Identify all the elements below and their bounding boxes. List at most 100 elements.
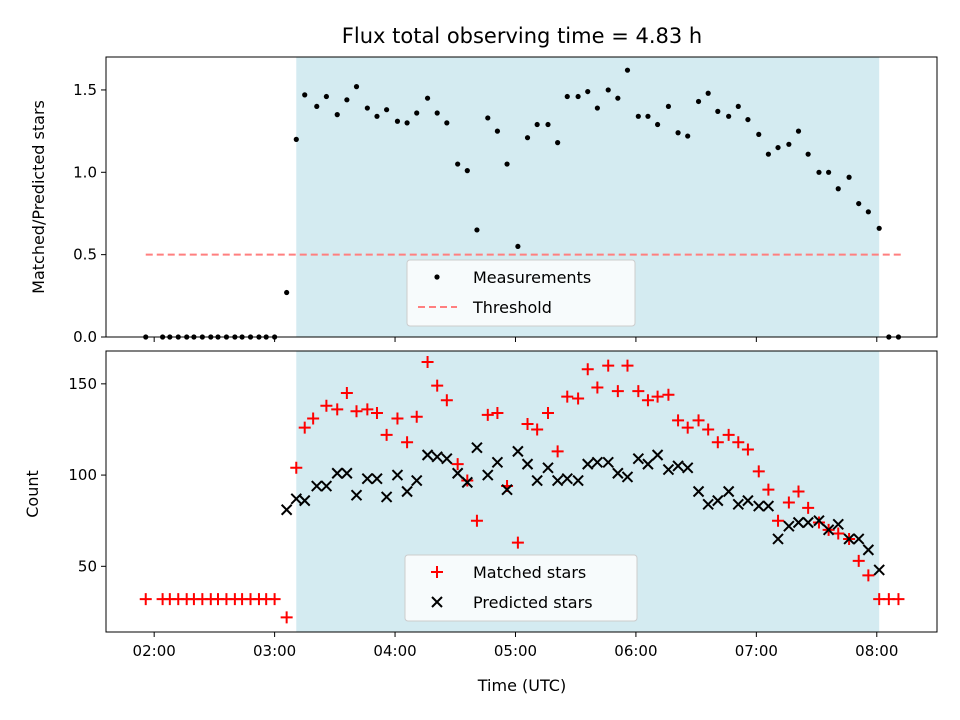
matched-stars-point — [391, 412, 404, 425]
count-panel-frame — [105, 350, 938, 633]
measurement-point — [534, 121, 540, 128]
measurement-point — [414, 110, 420, 116]
chart-title: Flux total observing time = 4.83 h — [342, 24, 702, 48]
matched-stars-point — [431, 379, 444, 392]
measurement-point — [775, 144, 781, 151]
legend-measurements-label: Measurements — [473, 268, 591, 287]
predicted-stars-point — [753, 500, 765, 512]
matched-stars-point — [531, 423, 544, 436]
measurement-point — [464, 168, 470, 174]
measurement-point — [323, 93, 329, 100]
matched-stars-point — [320, 399, 333, 412]
predicted-stars-point — [331, 467, 343, 479]
measurement-point — [795, 128, 802, 134]
matched-stars-point — [672, 414, 685, 427]
matched-stars-point — [852, 554, 865, 567]
matched-stars-point — [572, 392, 585, 405]
predicted-stars-point — [341, 467, 353, 479]
y-tick-label: 1.5 — [73, 81, 97, 99]
y-tick-label: 50 — [78, 557, 97, 575]
predicted-stars-point — [681, 462, 694, 474]
measurement-point — [384, 107, 390, 113]
matched-stars-point — [581, 363, 594, 376]
ratio-legend-box — [406, 259, 636, 327]
predicted-stars-point — [742, 494, 754, 507]
predicted-stars-point — [582, 458, 594, 470]
measurement-point — [816, 169, 822, 175]
measurement-point — [756, 131, 762, 138]
predicted-stars-point — [772, 533, 784, 545]
matched-stars-point — [139, 593, 152, 606]
x-tick-label: 05:00 — [494, 642, 537, 660]
matched-stars-point — [370, 407, 383, 420]
predicted-stars-point — [813, 514, 825, 527]
predicted-stars-point — [712, 494, 724, 507]
legend-measurements-marker — [434, 274, 440, 280]
count-panel-series — [139, 355, 905, 624]
measurement-point — [555, 140, 561, 146]
measurement-point — [353, 84, 360, 90]
matched-stars-point — [280, 611, 293, 624]
matched-stars-point — [521, 417, 534, 430]
predicted-stars-point — [299, 494, 311, 507]
measurement-point — [515, 243, 521, 250]
predicted-stars-point — [572, 474, 584, 487]
matched-stars-point — [268, 593, 281, 606]
predicted-stars-point — [391, 469, 404, 481]
y-tick-label: 1.0 — [73, 163, 97, 181]
matched-stars-point — [692, 414, 705, 427]
predicted-stars-point — [662, 463, 675, 476]
predicted-stars-point — [461, 476, 474, 489]
measurement-point — [654, 121, 661, 128]
predicted-stars-point — [401, 485, 413, 498]
x-tick-label: 02:00 — [133, 642, 176, 660]
predicted-stars-point — [311, 480, 323, 492]
ratio-panel-frame — [105, 56, 938, 338]
matched-stars-point — [307, 412, 320, 425]
predicted-stars-point — [561, 473, 573, 485]
measurement-point — [344, 97, 350, 103]
predicted-stars-point — [762, 500, 775, 512]
count-panel: 02:00 03:00 04:00 05:00 06:00 07:00 08:00 50 10… — [23, 350, 938, 695]
measurement-point — [293, 136, 299, 142]
matched-stars-point — [892, 593, 905, 606]
matched-stars-point — [298, 421, 311, 434]
predicted-stars-point — [320, 480, 333, 492]
matched-stars-point — [591, 381, 604, 394]
measurement-point — [575, 93, 581, 100]
predicted-stars-point — [501, 483, 513, 496]
y-tick-label: 150 — [68, 375, 97, 393]
predicted-stars-point — [361, 473, 374, 485]
x-axis-label: Time (UTC) — [477, 676, 566, 695]
predicted-stars-point — [802, 516, 814, 529]
matched-stars-point — [832, 527, 845, 540]
matched-stars-point — [802, 501, 815, 514]
measurement-point — [865, 209, 871, 215]
predicted-stars-point — [451, 467, 464, 479]
count-y-axis-label: Count — [23, 470, 42, 518]
measurement-point — [685, 133, 691, 139]
measurement-point — [504, 161, 510, 167]
matched-stars-point — [551, 445, 564, 458]
measurement-point — [334, 112, 340, 118]
legend-predicted-marker — [431, 596, 443, 608]
y-tick-label: 0.0 — [73, 328, 97, 346]
predicted-stars-point — [853, 533, 865, 545]
predicted-stars-point — [602, 456, 614, 469]
predicted-stars-point — [542, 462, 554, 474]
count-panel-x-ticks: 02:00 03:00 04:00 05:00 06:00 07:00 08:00 — [133, 632, 898, 660]
matched-stars-point — [862, 569, 875, 582]
matched-stars-point — [611, 385, 624, 398]
predicted-stars-point — [551, 474, 564, 487]
predicted-stars-point — [482, 469, 494, 481]
matched-stars-point — [331, 403, 344, 416]
measurement-point — [374, 113, 380, 119]
predicted-stars-point — [411, 474, 423, 487]
predicted-stars-point — [873, 564, 885, 576]
measurement-point — [846, 174, 852, 180]
predicted-stars-point — [491, 456, 504, 469]
matched-stars-point — [481, 408, 494, 421]
matched-stars-point — [772, 514, 785, 527]
matched-stars-point — [662, 388, 675, 401]
matched-stars-point — [470, 514, 483, 527]
